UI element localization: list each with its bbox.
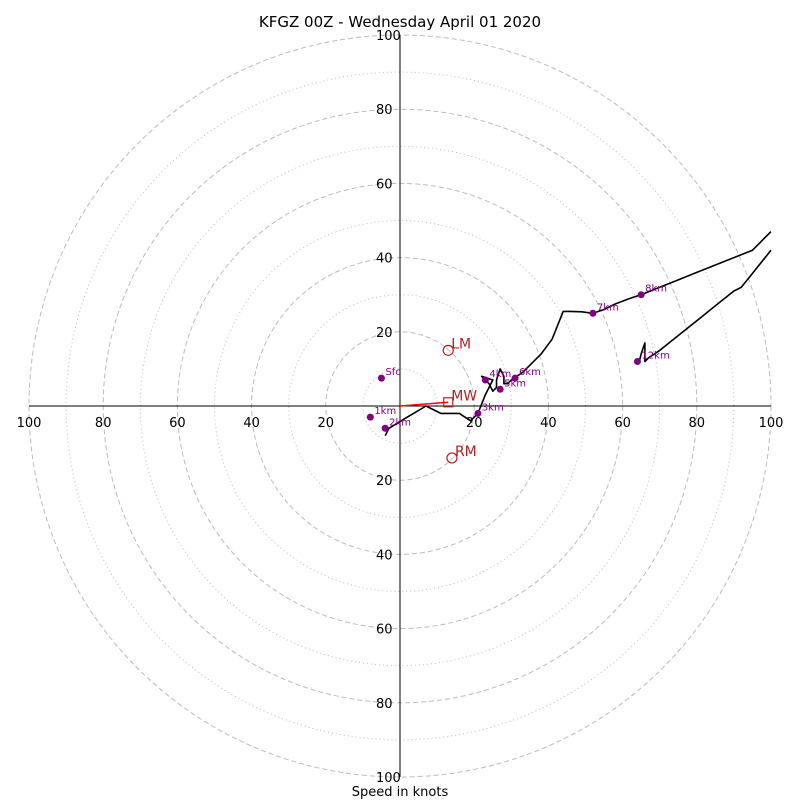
height-marker-label: 5km [504, 378, 526, 389]
y-tick-labels: 100 80 60 40 20 20 40 60 80 100 [376, 29, 401, 786]
height-marker-point [589, 309, 597, 317]
height-marker-label: Sfc [385, 367, 400, 378]
x-tick-label: 100 [759, 416, 784, 431]
height-marker-point [366, 413, 374, 421]
y-tick-label: 80 [376, 697, 393, 712]
height-marker-label: 6km [519, 367, 541, 378]
height-marker-label: 1km [374, 406, 396, 417]
storm-motion-marker [446, 452, 458, 464]
x-tick-labels: 100 80 60 40 20 20 40 60 80 100 [17, 416, 784, 431]
height-marker-point [637, 291, 645, 299]
storm-motion-marker [443, 397, 454, 408]
height-marker-point [481, 376, 489, 384]
storm-motion-label: RM [455, 444, 477, 460]
height-marker-label: 4km [489, 369, 511, 380]
shear-vector [399, 401, 449, 407]
storm-motion-label: LM [451, 336, 471, 352]
y-tick-label: 80 [376, 103, 393, 118]
y-tick-label: 40 [376, 548, 393, 563]
chart-title: KFGZ 00Z - Wednesday April 01 2020 [259, 13, 541, 31]
y-tick-label: 40 [376, 252, 393, 267]
x-tick-label: 80 [95, 416, 112, 431]
height-marker-point [474, 409, 482, 417]
height-marker-point [633, 357, 641, 365]
storm-motion-label: MW [451, 388, 477, 404]
x-tick-label: 100 [17, 416, 42, 431]
y-tick-label: 20 [376, 326, 393, 341]
height-marker-label: 3km [482, 402, 504, 413]
height-marker-point [377, 374, 385, 382]
height-marker-label: 12km [641, 350, 669, 361]
x-tick-label: 40 [540, 416, 557, 431]
y-tick-label: 60 [376, 177, 393, 192]
hodograph-line [384, 231, 772, 437]
x-tick-label: 60 [169, 416, 186, 431]
x-tick-label: 20 [318, 416, 335, 431]
hodograph-trace [384, 231, 772, 437]
shear-vector-line [399, 401, 449, 407]
height-marker-label: 8km [645, 284, 667, 295]
y-tick-label: 100 [376, 29, 401, 44]
height-marker-point [496, 385, 504, 393]
storm-motion-markers: LM MW RM [442, 336, 477, 464]
storm-motion-marker [442, 344, 454, 356]
height-marker-point [511, 374, 519, 382]
height-marker-label: 7km [597, 302, 619, 313]
height-marker-label: 2km [389, 417, 411, 428]
x-axis-label: Speed in knots [352, 785, 449, 800]
x-tick-label: 80 [689, 416, 706, 431]
hodograph-line-branch [637, 249, 772, 364]
y-tick-label: 100 [376, 771, 401, 786]
x-tick-label: 40 [243, 416, 260, 431]
x-tick-label: 20 [466, 416, 483, 431]
height-marker-point [381, 424, 389, 432]
y-tick-label: 20 [376, 474, 393, 489]
y-tick-label: 60 [376, 623, 393, 638]
x-tick-label: 60 [614, 416, 631, 431]
